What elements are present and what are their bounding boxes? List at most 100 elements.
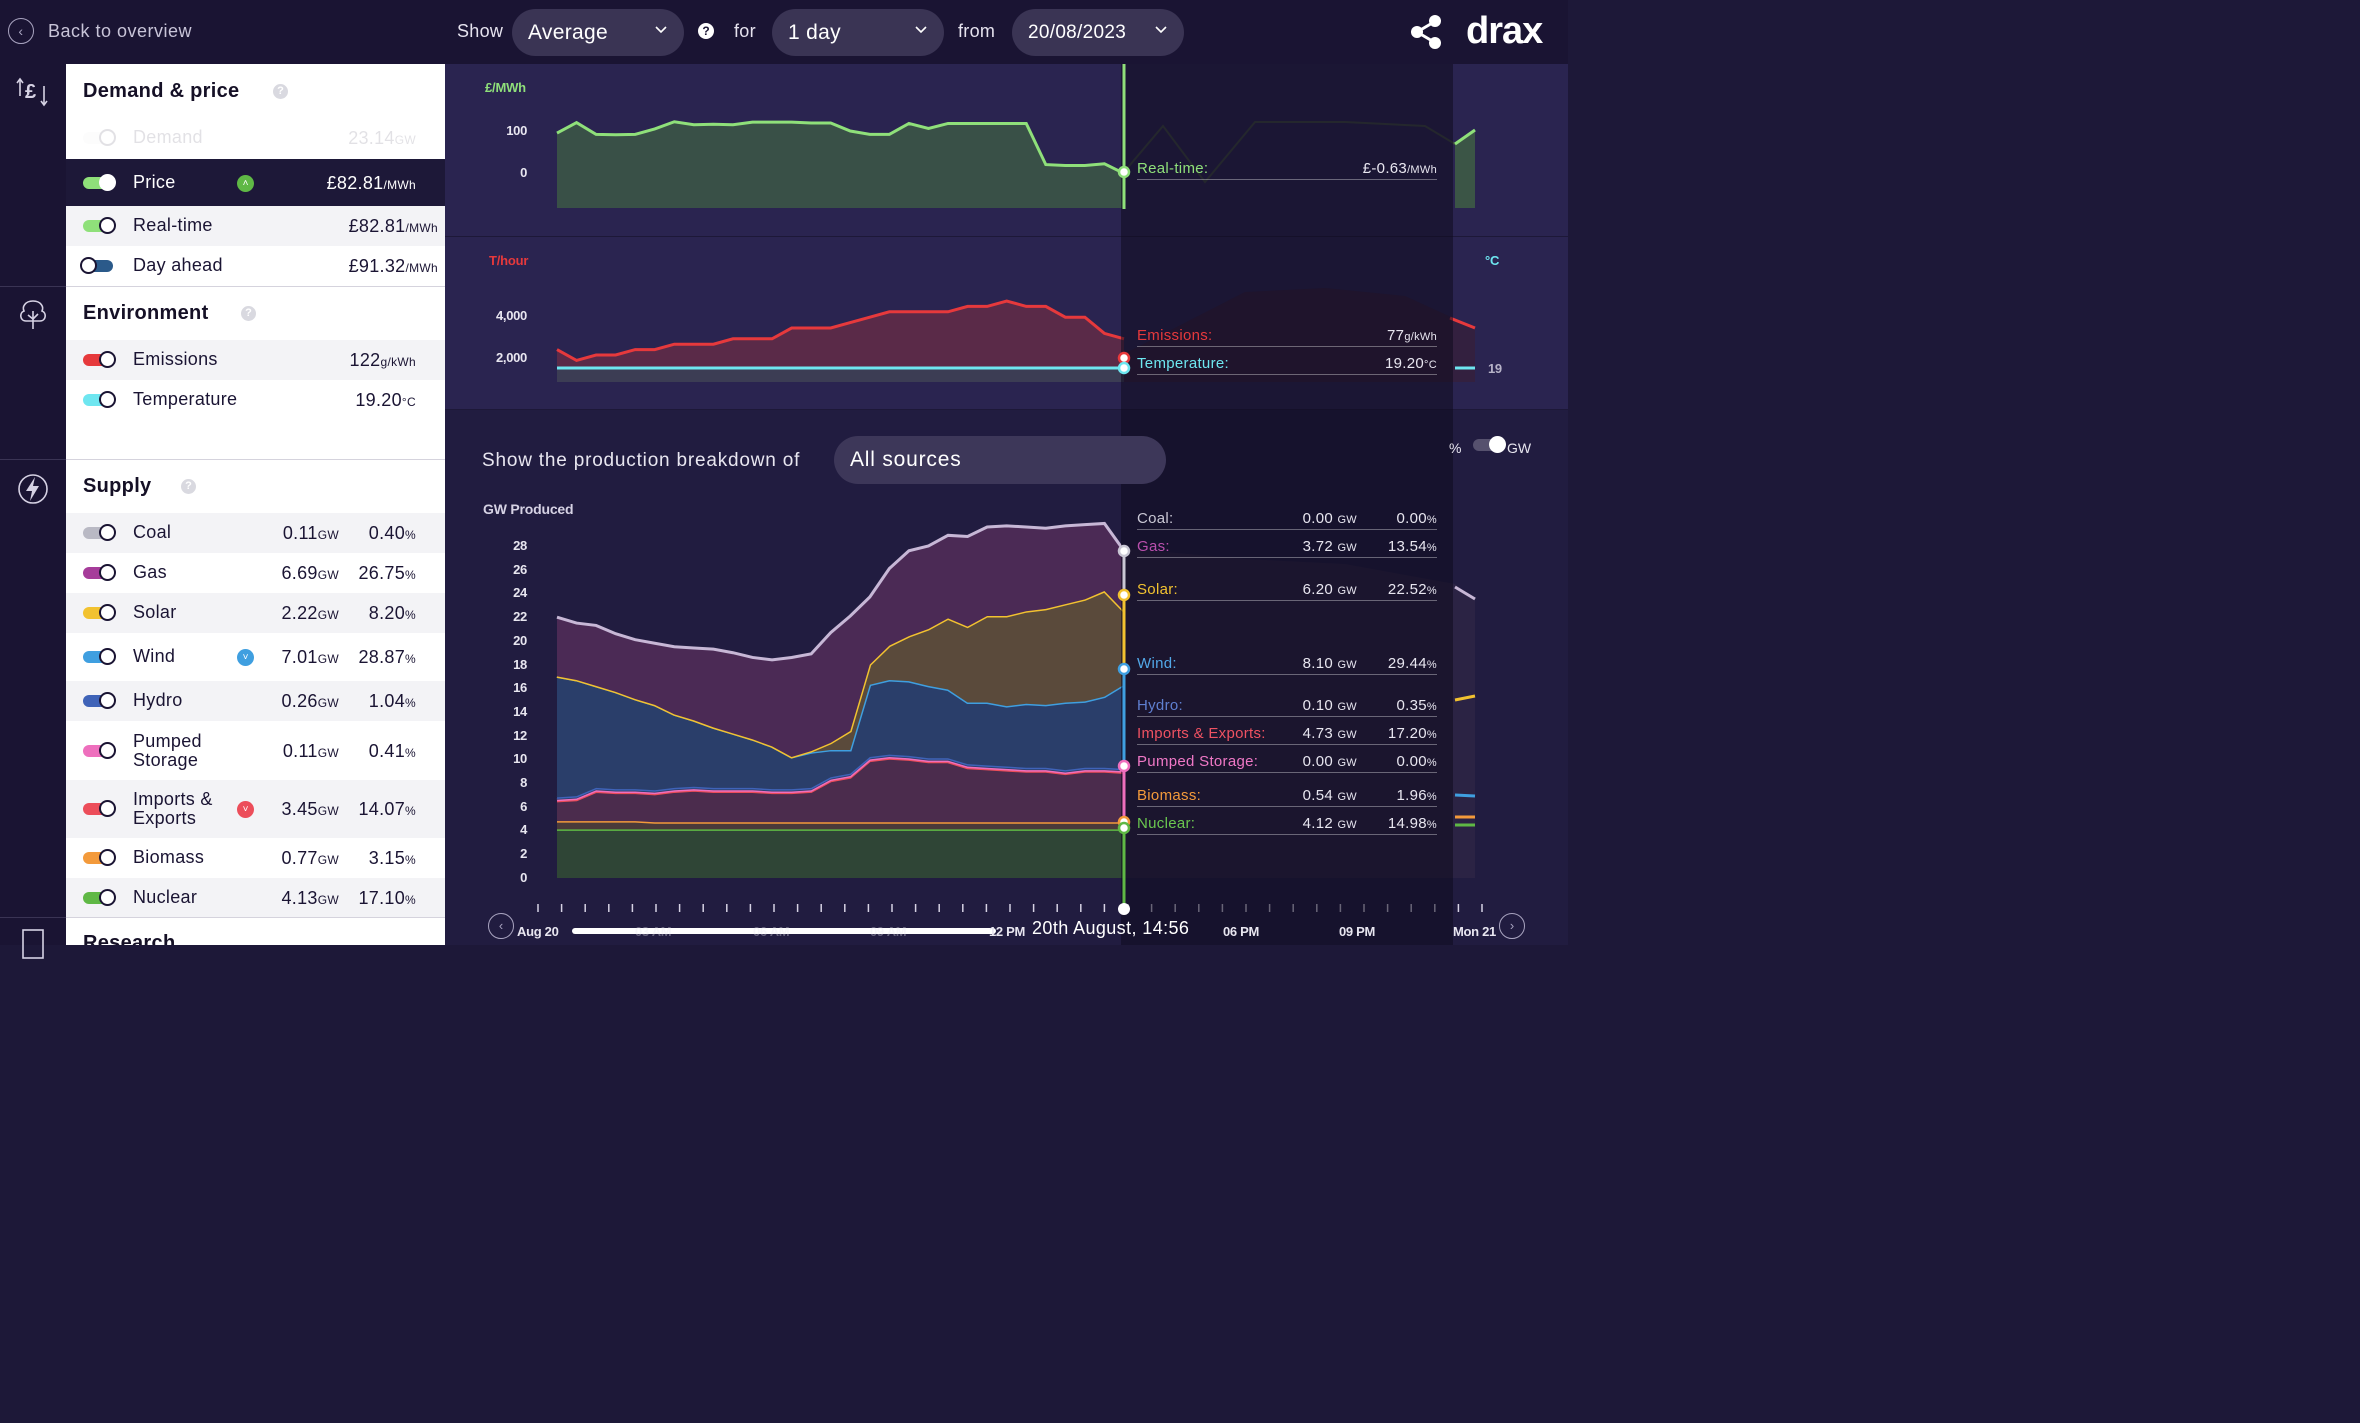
production-tick: 26 xyxy=(513,561,527,577)
timeline-prev-button[interactable]: ‹ xyxy=(488,913,514,939)
legend-row-imports-exports[interactable]: Imports & Exports 3.45GW 14.07% ˅ xyxy=(66,780,445,838)
production-tooltip-row: Pumped Storage: 0.00 GW 0.00% xyxy=(1137,749,1437,773)
date-select[interactable]: 20/08/2023 xyxy=(1012,9,1184,56)
series-percent: 3.15% xyxy=(368,848,416,868)
tooltip-pct: 0.00% xyxy=(1396,510,1437,527)
legend-row-biomass[interactable]: Biomass 0.77GW 3.15% xyxy=(66,838,445,878)
series-value: 19.20°C xyxy=(355,390,416,410)
area-wind xyxy=(557,676,1124,798)
series-toggle[interactable] xyxy=(83,217,116,234)
legend-row-real-time[interactable]: Real-time £82.81/MWh xyxy=(66,206,445,246)
toggle-knob xyxy=(1489,436,1506,453)
tooltip-pct: 0.00% xyxy=(1396,753,1437,770)
gw-label: GW xyxy=(1507,440,1532,456)
production-tick: 4 xyxy=(520,822,527,838)
legend-row-coal[interactable]: Coal 0.11GW 0.40% xyxy=(66,513,445,553)
production-tick: 10 xyxy=(513,751,527,767)
tooltip-label: Emissions: xyxy=(1137,327,1213,344)
series-toggle[interactable] xyxy=(83,849,116,866)
series-toggle[interactable] xyxy=(83,800,116,817)
tooltip-pct: 0.35% xyxy=(1396,697,1437,714)
show-select-value: Average xyxy=(528,20,608,44)
legend-row-gas[interactable]: Gas 6.69GW 26.75% xyxy=(66,553,445,593)
legend-row-day-ahead[interactable]: Day ahead £91.32/MWh xyxy=(66,246,445,286)
emissions-tick: 2,000 xyxy=(495,350,527,365)
production-tooltip-row: Coal: 0.00 GW 0.00% xyxy=(1137,506,1437,530)
series-name: Emissions xyxy=(133,349,218,369)
unit-toggle[interactable] xyxy=(1473,436,1506,453)
breakdown-select[interactable]: All sources xyxy=(834,436,1166,484)
price-axis-title: £/MWh xyxy=(485,80,526,95)
emissions-line-tail xyxy=(1449,316,1476,330)
series-percent: 8.20% xyxy=(368,603,416,623)
help-icon[interactable]: ? xyxy=(698,23,714,39)
env-tooltip-row: Temperature: 19.20°C xyxy=(1137,351,1437,375)
timeline-label: Mon 21 xyxy=(1453,924,1496,939)
chevron-up-icon: ˄ xyxy=(237,174,254,192)
tooltip-label: Gas: xyxy=(1137,538,1170,555)
series-toggle[interactable] xyxy=(83,351,116,368)
back-to-overview-link[interactable]: ‹ Back to overview xyxy=(8,18,192,44)
legend-row-demand[interactable]: Demand 23.14GW xyxy=(66,118,445,158)
legend-row-hydro[interactable]: Hydro 0.26GW 1.04% xyxy=(66,681,445,721)
series-percent: 26.75% xyxy=(358,563,416,583)
legend-row-pumped-storage[interactable]: Pumped Storage 0.11GW 0.41% xyxy=(66,721,445,780)
rail-section-demand[interactable]: £ xyxy=(0,64,66,287)
series-toggle[interactable] xyxy=(83,391,116,408)
series-value: £82.81/MWh xyxy=(326,172,416,193)
toggle-knob xyxy=(99,351,116,368)
help-icon[interactable]: ? xyxy=(273,84,288,99)
series-name: Real-time xyxy=(133,215,213,235)
rail-section-supply[interactable] xyxy=(0,460,66,918)
production-tooltip-row: Nuclear: 4.12 GW 14.98% xyxy=(1137,811,1437,835)
legend-row-price[interactable]: Price £82.81/MWh ˄ xyxy=(66,159,445,206)
show-select[interactable]: Average xyxy=(512,9,684,56)
legend-row-wind[interactable]: Wind 7.01GW 28.87% ˅ xyxy=(66,633,445,681)
series-name: Wind xyxy=(133,646,176,666)
temperature-band xyxy=(557,368,1124,382)
area-solar xyxy=(557,591,1124,758)
production-tick: 24 xyxy=(513,585,527,601)
svg-text:£: £ xyxy=(25,81,36,103)
drax-logo[interactable]: drax xyxy=(1466,10,1543,52)
tooltip-gw: 4.73 GW xyxy=(1302,725,1357,742)
series-value: 0.11GW xyxy=(282,523,339,543)
timeline-next-button[interactable]: › xyxy=(1499,913,1525,939)
series-toggle[interactable] xyxy=(80,257,113,274)
series-toggle[interactable] xyxy=(83,129,116,146)
series-toggle[interactable] xyxy=(83,741,116,759)
production-tick: 18 xyxy=(513,656,527,672)
chevron-down-icon xyxy=(1155,26,1167,34)
legend-row-emissions[interactable]: Emissions 122g/kWh xyxy=(66,340,445,380)
price-line xyxy=(556,120,1125,175)
production-axis-title: GW Produced xyxy=(483,501,574,517)
series-value: 4.13GW xyxy=(281,887,339,908)
legend-row-nuclear[interactable]: Nuclear 4.13GW 17.10% xyxy=(66,878,445,917)
pct-label: % xyxy=(1449,440,1462,456)
timeline-label: 06 PM xyxy=(1223,924,1260,939)
series-percent: 14.07% xyxy=(358,799,416,819)
rail-section-research[interactable] xyxy=(0,918,66,959)
series-toggle[interactable] xyxy=(83,692,116,709)
series-toggle[interactable] xyxy=(83,888,116,906)
series-toggle[interactable] xyxy=(83,173,116,191)
price-line-tail xyxy=(1454,128,1476,146)
legend-row-temperature[interactable]: Temperature 19.20°C xyxy=(66,380,445,420)
period-select[interactable]: 1 day xyxy=(772,9,944,56)
pound-arrows-icon: £ xyxy=(16,77,48,107)
series-toggle[interactable] xyxy=(83,524,116,541)
tooltip-label: Wind: xyxy=(1137,655,1177,672)
share-icon[interactable] xyxy=(1408,14,1444,50)
series-toggle[interactable] xyxy=(83,564,116,581)
series-percent: 28.87% xyxy=(358,647,416,667)
timeline-label: 12 PM xyxy=(989,924,1026,939)
help-icon[interactable]: ? xyxy=(181,479,196,494)
tooltip-label: Pumped Storage: xyxy=(1137,753,1259,770)
series-percent: 1.04% xyxy=(368,691,416,711)
price-tick: 0 xyxy=(520,165,527,180)
series-toggle[interactable] xyxy=(83,604,116,621)
series-toggle[interactable] xyxy=(83,648,116,665)
legend-row-solar[interactable]: Solar 2.22GW 8.20% xyxy=(66,593,445,633)
rail-section-environment[interactable] xyxy=(0,287,66,460)
help-icon[interactable]: ? xyxy=(241,306,256,321)
